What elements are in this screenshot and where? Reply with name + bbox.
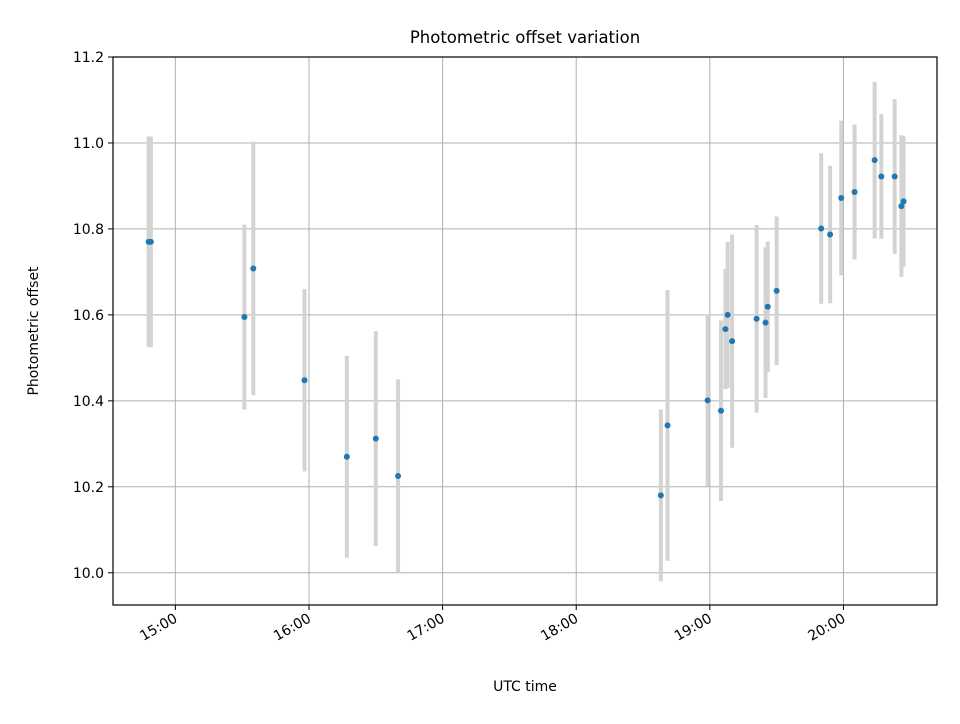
data-point bbox=[898, 203, 905, 210]
data-point bbox=[657, 492, 664, 499]
data-point bbox=[664, 422, 671, 429]
data-point bbox=[372, 435, 379, 442]
data-point bbox=[818, 225, 825, 232]
data-point bbox=[851, 188, 858, 195]
data-point bbox=[301, 377, 308, 384]
y-tick-label: 10.0 bbox=[73, 566, 104, 582]
plot-frame bbox=[112, 56, 938, 606]
data-point bbox=[722, 326, 729, 333]
data-point bbox=[704, 397, 711, 404]
data-point bbox=[900, 198, 907, 205]
data-point bbox=[891, 173, 898, 180]
chart-title: Photometric offset variation bbox=[410, 28, 640, 47]
y-tick-label: 10.6 bbox=[73, 308, 104, 324]
data-point bbox=[147, 238, 154, 245]
data-point bbox=[241, 314, 248, 321]
data-point bbox=[827, 231, 834, 238]
data-point bbox=[395, 473, 402, 480]
data-point bbox=[250, 265, 257, 272]
data-point bbox=[764, 303, 771, 310]
y-tick-label: 10.4 bbox=[73, 394, 104, 410]
data-point bbox=[343, 453, 350, 460]
data-point bbox=[878, 173, 885, 180]
y-axis-label: Photometric offset bbox=[26, 266, 42, 396]
data-point bbox=[724, 311, 731, 318]
data-point bbox=[762, 319, 769, 326]
y-tick-label: 10.8 bbox=[73, 222, 104, 238]
data-point bbox=[753, 315, 760, 322]
data-point bbox=[773, 287, 780, 294]
y-tick-label: 11.0 bbox=[73, 136, 104, 152]
data-point bbox=[838, 194, 845, 201]
data-point bbox=[717, 407, 724, 414]
y-tick-label: 10.2 bbox=[73, 480, 104, 496]
data-point bbox=[729, 338, 736, 345]
x-axis-label: UTC time bbox=[493, 679, 557, 695]
data-points bbox=[145, 157, 907, 499]
data-point bbox=[871, 157, 878, 164]
y-tick-label: 11.2 bbox=[73, 50, 104, 66]
y-axis-ticks: 10.0 10.2 10.4 10.6 10.8 11.0 11.2 bbox=[73, 50, 113, 582]
